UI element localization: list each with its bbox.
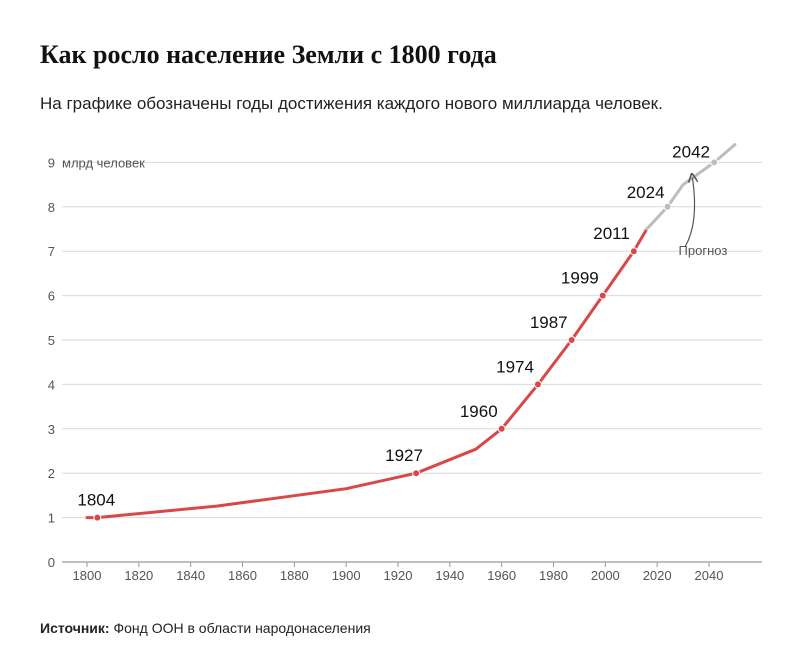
x-tick-label: 1940 xyxy=(435,568,464,583)
milestone-label-2024: 2024 xyxy=(627,183,665,202)
y-tick-label: 9 xyxy=(48,155,55,170)
y-unit-label: млрд человек xyxy=(62,155,145,170)
y-tick-label: 0 xyxy=(48,555,55,570)
milestone-label-2042: 2042 xyxy=(672,142,710,161)
y-tick-label: 1 xyxy=(48,511,55,526)
y-tick-label: 3 xyxy=(48,422,55,437)
x-tick-label: 1800 xyxy=(73,568,102,583)
milestone-label-1960: 1960 xyxy=(460,402,498,421)
milestone-label-2011: 2011 xyxy=(593,224,630,243)
source-note: Источник: Фонд ООН в области народонасел… xyxy=(40,620,371,636)
chart-title: Как росло население Земли с 1800 года xyxy=(40,40,497,69)
axes: 0 1 2 3 4 5 6 7 8 9 млрд человек 1800 1820 1840 1860 18… xyxy=(48,155,762,583)
y-tick-label: 6 xyxy=(48,289,55,304)
milestone-point-2011 xyxy=(629,247,638,256)
milestone-point-2042 xyxy=(710,158,719,167)
history-line xyxy=(85,227,649,520)
x-tick-label: 2020 xyxy=(643,568,672,583)
x-tick-label: 1860 xyxy=(228,568,257,583)
forecast-label: Прогноз xyxy=(679,243,728,258)
x-tick-label: 1920 xyxy=(384,568,413,583)
milestone-label-1927: 1927 xyxy=(385,446,423,465)
data-lines xyxy=(85,143,737,520)
milestone-point-1999 xyxy=(598,291,607,300)
forecast-line xyxy=(645,143,737,231)
x-tick-label: 1960 xyxy=(487,568,516,583)
milestone-point-1974 xyxy=(533,380,542,389)
x-tick-label: 2040 xyxy=(695,568,724,583)
x-tick-label: 1900 xyxy=(332,568,361,583)
milestone-point-1960 xyxy=(497,424,506,433)
forecast-annotation: Прогноз xyxy=(679,178,728,258)
y-tick-label: 7 xyxy=(48,244,55,259)
y-tick-label: 5 xyxy=(48,333,55,348)
milestone-point-1804 xyxy=(93,513,102,522)
data-points xyxy=(93,158,719,522)
source-label: Источник: xyxy=(40,620,110,636)
x-tick-label: 1840 xyxy=(176,568,205,583)
chart-subtitle: На графике обозначены годы достижения ка… xyxy=(40,94,663,113)
population-line-chart: 0 1 2 3 4 5 6 7 8 9 млрд человек 1800 1820 1840 1860 18… xyxy=(48,142,762,583)
forecast-arrow xyxy=(684,178,694,248)
milestone-label-1974: 1974 xyxy=(496,357,534,376)
x-tick-label: 1880 xyxy=(280,568,309,583)
milestone-point-1927 xyxy=(412,469,421,478)
y-tick-label: 2 xyxy=(48,466,55,481)
y-tick-label: 4 xyxy=(48,377,55,392)
milestone-label-1804: 1804 xyxy=(77,491,115,510)
gridlines xyxy=(62,161,762,519)
milestone-label-1987: 1987 xyxy=(530,313,568,332)
milestone-label-1999: 1999 xyxy=(561,269,599,288)
x-tick-label: 1980 xyxy=(539,568,568,583)
x-tick-label: 1820 xyxy=(124,568,153,583)
x-tick-label: 2000 xyxy=(591,568,620,583)
y-tick-label: 8 xyxy=(48,200,55,215)
point-labels: 1804 1927 1960 1974 1987 1999 2011 2024 2042 xyxy=(77,142,710,509)
milestone-point-1987 xyxy=(567,336,576,344)
source-text: Фонд ООН в области народонаселения xyxy=(113,620,371,636)
milestone-point-2024 xyxy=(663,202,672,211)
